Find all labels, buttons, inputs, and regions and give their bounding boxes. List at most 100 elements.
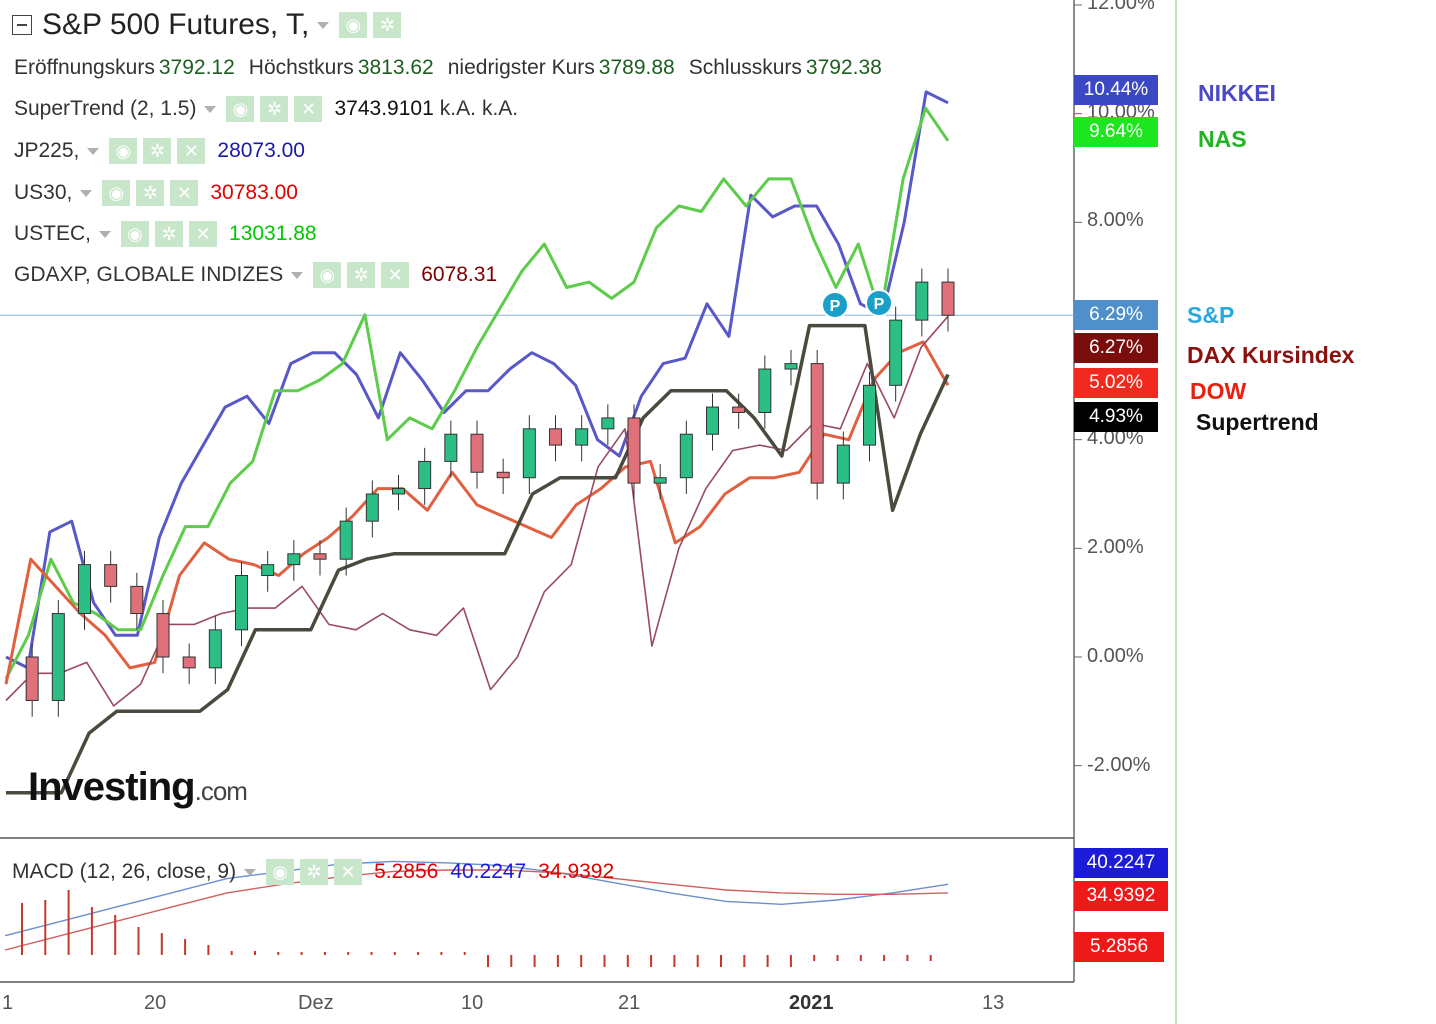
p-annotation-circle [865,289,893,317]
chevron-down-icon[interactable] [99,230,112,238]
macd-signal-value: 34.9392 [538,860,615,883]
chevron-down-icon[interactable] [87,147,100,155]
p-annotation-label: P [830,298,841,315]
series-line-nikkei [5,90,949,670]
close-icon[interactable]: ✕ [381,262,410,288]
macd-name: MACD (12, 26, close, 9) [12,860,237,883]
p-annotation-label: P [874,296,885,313]
gear-icon[interactable]: ✲ [260,96,289,122]
candle-body [915,281,929,321]
chart-title-row: S&P 500 Futures, T, ◉ ✲ [12,8,407,42]
candle-body [522,428,536,479]
gear-icon[interactable]: ✲ [300,859,329,885]
jp225-value: 28073.00 [217,139,305,162]
eye-icon[interactable]: ◉ [121,221,150,247]
eye-icon[interactable]: ◉ [266,859,295,885]
ustec-name: USTEC, [14,222,92,245]
candle-body [575,428,589,446]
gdaxp-name: GDAXP, GLOBALE INDIZES [14,263,284,286]
ohlc-open-value: 3792.12 [158,56,235,79]
macd-line-macd [4,860,949,937]
price-tag-nikkei: 10.44% [1074,75,1158,105]
gear-icon[interactable]: ✲ [373,12,402,38]
close-icon[interactable]: ✕ [189,221,218,247]
ohlc-close-label: Schlusskurs [688,56,802,79]
chevron-down-icon[interactable] [204,105,217,113]
price-tag-dow: 5.02% [1074,368,1158,398]
price-tag-sp: 6.29% [1074,300,1158,330]
candle-body [784,363,798,370]
investing-logo: Investing.com [28,765,248,810]
side-label-sp: S&P [1187,302,1235,328]
candle-body [156,613,170,658]
ohlc-close-value: 3792.38 [805,56,882,79]
collapse-icon[interactable] [12,15,32,35]
x-tick-label: 20 [144,992,167,1014]
x-tick-label: 2021 [789,992,834,1014]
chevron-down-icon[interactable] [291,271,304,279]
candle-body [182,656,196,669]
candle-body [889,319,903,386]
close-icon[interactable]: ✕ [294,96,323,122]
x-tick-label: Dez [298,992,334,1014]
us30-legend[interactable]: US30, ◉ ✲ ✕ 30783.00 [14,180,298,206]
chevron-down-icon[interactable] [317,21,330,29]
series-line-dow [4,340,950,685]
macd-legend[interactable]: MACD (12, 26, close, 9) ◉ ✲ ✕ 5.2856 40.… [12,859,614,885]
ustec-legend[interactable]: USTEC, ◉ ✲ ✕ 13031.88 [14,221,317,247]
candle-body [313,553,327,560]
eye-icon[interactable]: ◉ [109,138,138,164]
supertrend-legend[interactable]: SuperTrend (2, 1.5) ◉ ✲ ✕ 3743.9101 k.A.… [14,96,518,122]
candle-body [339,520,353,560]
p-annotation-circle [821,291,849,319]
candle-body [549,428,562,446]
y-tick-label: 0.00% [1087,645,1144,667]
chart-title: S&P 500 Futures, T, [42,8,310,41]
candle-body [365,493,379,522]
ohlc-low-value: 3789.88 [598,56,675,79]
macd-hist-value: 5.2856 [374,860,439,883]
side-label-nikkei: NIKKEI [1198,80,1276,106]
us30-name: US30, [14,181,73,204]
side-label-dax: DAX Kursindex [1187,342,1355,368]
chevron-down-icon[interactable] [80,189,93,197]
jp225-legend[interactable]: JP225, ◉ ✲ ✕ 28073.00 [14,138,305,164]
close-icon[interactable]: ✕ [177,138,206,164]
candle-body [78,564,91,615]
chevron-down-icon[interactable] [244,868,257,876]
eye-icon[interactable]: ◉ [339,12,368,38]
candle-body [941,281,955,316]
close-icon[interactable]: ✕ [334,859,363,885]
supertrend-extra-2: k.A. [481,97,519,120]
candle-body [496,471,510,479]
candle-body [810,363,824,484]
candle-body [444,433,458,462]
candle-body [235,575,248,631]
price-tag-macd-signal: 34.9392 [1074,881,1168,911]
eye-icon[interactable]: ◉ [102,180,131,206]
gdaxp-value: 6078.31 [421,263,498,286]
y-tick-label: -2.00% [1087,754,1151,776]
gdaxp-legend[interactable]: GDAXP, GLOBALE INDIZES ◉ ✲ ✕ 6078.31 [14,262,497,288]
ohlc-row: Eröffnungskurs 3792.12 Höchstkurs 3813.6… [14,56,896,80]
candle-body [208,629,222,669]
gear-icon[interactable]: ✲ [155,221,184,247]
gear-icon[interactable]: ✲ [136,180,165,206]
logo-suffix: .com [194,776,248,806]
supertrend-name: SuperTrend (2, 1.5) [14,97,197,120]
gear-icon[interactable]: ✲ [347,262,376,288]
x-tick-label: 13 [982,992,1005,1014]
candle-body [601,417,615,430]
eye-icon[interactable]: ◉ [313,262,342,288]
y-tick-label: 12.00% [1087,0,1155,14]
candle-body [104,564,118,587]
supertrend-value: 3743.9101 [334,97,434,120]
eye-icon[interactable]: ◉ [226,96,255,122]
candle-body [627,417,641,484]
close-icon[interactable]: ✕ [170,180,199,206]
gear-icon[interactable]: ✲ [143,138,172,164]
logo-main: Investing [28,765,196,809]
candle-body [130,585,144,615]
ohlc-high-value: 3813.62 [357,56,434,79]
